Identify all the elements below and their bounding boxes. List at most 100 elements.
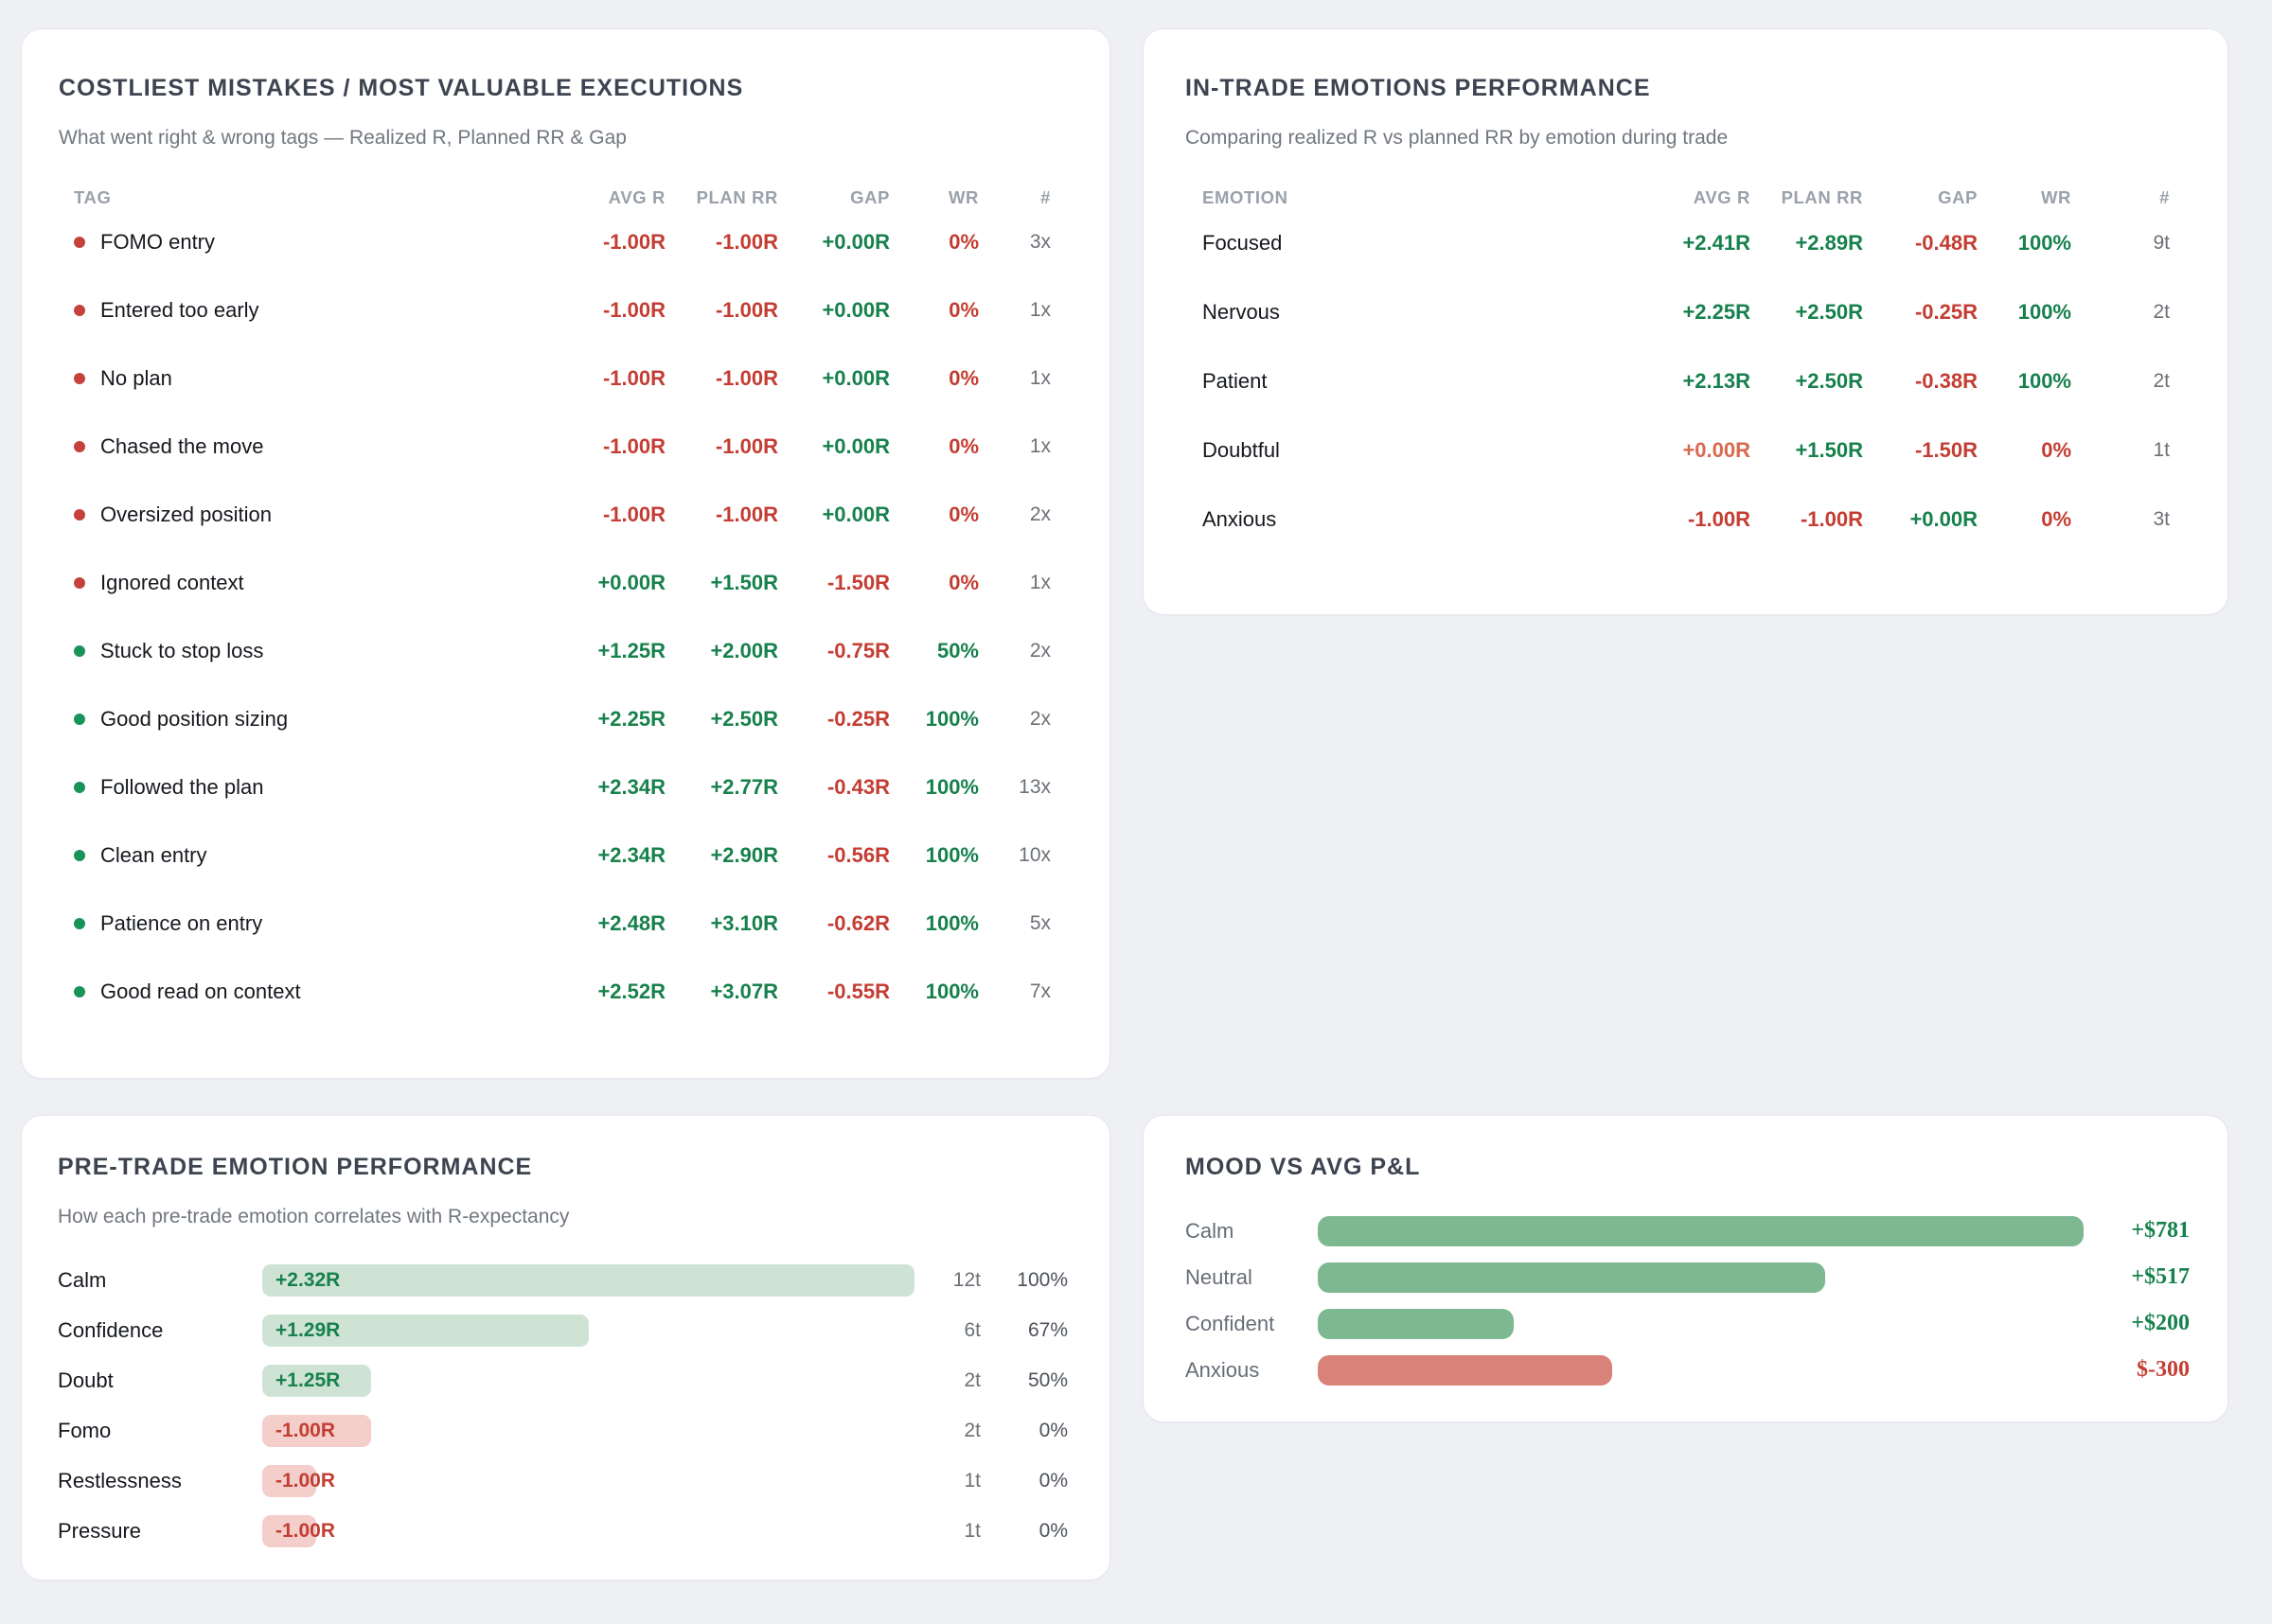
gap-cell: -1.50R xyxy=(1914,437,1978,462)
table-row: Doubtful +0.00R +1.50R -1.50R 0% 1t xyxy=(1185,415,2170,485)
count-cell: 2x xyxy=(1029,640,1051,662)
column-header: AVG R xyxy=(1693,187,1750,207)
tag-label: Stuck to stop loss xyxy=(100,639,264,662)
count-cell: 3x xyxy=(1029,231,1051,253)
gap-cell: +0.00R xyxy=(822,230,890,254)
avg-r-cell: +1.25R xyxy=(597,639,666,662)
tag-cell: No plan xyxy=(74,366,557,391)
panel-subtitle: Comparing realized R vs planned RR by em… xyxy=(1185,127,1729,149)
avg-r-cell: -1.00R xyxy=(602,503,666,526)
win-rate: 0% xyxy=(1038,1519,1068,1542)
emotion-label: Fomo xyxy=(58,1418,112,1442)
plan-rr-cell: +2.77R xyxy=(710,775,778,799)
count-cell: 2x xyxy=(1029,503,1051,525)
gap-cell: -0.25R xyxy=(826,707,890,731)
tag-label: Ignored context xyxy=(100,571,244,594)
table-row: Followed the plan +2.34R +2.77R -0.43R 100% 1… xyxy=(59,753,1051,821)
bar-track: -1.00R xyxy=(262,1464,914,1497)
count-cell: 1x xyxy=(1029,435,1051,457)
plan-rr-cell: -1.00R xyxy=(715,230,778,254)
avg-r-cell: +2.13R xyxy=(1682,368,1750,393)
tag-label: Oversized position xyxy=(100,503,272,526)
tag-cell: Patience on entry xyxy=(74,911,557,936)
wr-cell: 100% xyxy=(2017,368,2071,393)
count-cell: 7x xyxy=(1029,980,1051,1002)
emotion-label: Focused xyxy=(1202,230,1283,255)
table-row: Patience on entry +2.48R +3.10R -0.62R 100% 5… xyxy=(59,890,1051,958)
mood-row: Neutral +$517 xyxy=(1185,1254,2190,1300)
tag-cell: Entered too early xyxy=(74,298,557,323)
wr-cell: 0% xyxy=(949,230,979,254)
column-header: WR xyxy=(948,187,979,207)
bar-track: -1.00R xyxy=(262,1514,914,1547)
bar-track xyxy=(1318,1215,2084,1246)
gap-cell: -0.25R xyxy=(1914,299,1978,324)
avg-pnl-bar xyxy=(1318,1354,1612,1386)
avg-r-cell: +2.25R xyxy=(1682,299,1750,324)
wr-cell: 0% xyxy=(949,434,979,458)
table-row: Anxious -1.00R -1.00R +0.00R 0% 3t xyxy=(1185,485,2170,554)
wr-cell: 50% xyxy=(936,639,979,662)
tag-label: Good position sizing xyxy=(100,707,289,731)
green-dot-icon xyxy=(74,714,85,725)
table-row: No plan -1.00R -1.00R +0.00R 0% 1x xyxy=(59,344,1051,413)
avg-r-cell: -1.00R xyxy=(602,434,666,458)
red-dot-icon xyxy=(74,305,85,316)
avg-r-cell: +0.00R xyxy=(1682,437,1750,462)
bar-track xyxy=(1318,1354,2084,1386)
table-row: Focused +2.41R +2.89R -0.48R 100% 9t xyxy=(1185,208,2170,277)
table-row: Chased the move -1.00R -1.00R +0.00R 0% 1x xyxy=(59,413,1051,481)
bar-value-label: -1.00R xyxy=(275,1469,336,1492)
mood-label: Neutral xyxy=(1185,1264,1252,1289)
gap-cell: -0.48R xyxy=(1914,230,1978,255)
green-dot-icon xyxy=(74,918,85,929)
trade-count: 6t xyxy=(964,1318,981,1341)
red-dot-icon xyxy=(74,373,85,384)
avg-pnl-value: +$200 xyxy=(2131,1311,2190,1335)
mood-label: Confident xyxy=(1185,1311,1275,1335)
r-expectancy-bar: +2.32R xyxy=(262,1263,914,1297)
table-row: Good read on context +2.52R +3.07R -0.55R 10… xyxy=(59,958,1051,1026)
avg-r-cell: +0.00R xyxy=(597,571,666,594)
plan-rr-cell: +2.90R xyxy=(710,843,778,867)
tag-cell: FOMO entry xyxy=(74,230,557,255)
wr-cell: 0% xyxy=(949,571,979,594)
win-rate: 0% xyxy=(1038,1419,1068,1441)
avg-pnl-value: +$517 xyxy=(2131,1264,2190,1289)
pretrade-row: Confidence +1.29R 6t 67% xyxy=(58,1305,1068,1355)
green-dot-icon xyxy=(74,850,85,861)
tag-label: Followed the plan xyxy=(100,775,264,799)
emotion-label: Confidence xyxy=(58,1317,164,1342)
tag-label: Good read on context xyxy=(100,980,301,1003)
bar-value-label: +1.25R xyxy=(275,1368,341,1391)
count-cell: 1x xyxy=(1029,367,1051,389)
mistakes-table-body: FOMO entry -1.00R -1.00R +0.00R 0% 3x Entered … xyxy=(59,208,1051,1026)
column-header: AVG R xyxy=(608,187,666,207)
count-cell: 2t xyxy=(2153,369,2170,392)
table-row: Patient +2.13R +2.50R -0.38R 100% 2t xyxy=(1185,346,2170,415)
column-header: GAP xyxy=(1938,187,1978,207)
tag-cell: Good position sizing xyxy=(74,707,557,732)
bar-value-label: -1.00R xyxy=(275,1519,336,1542)
avg-r-cell: -1.00R xyxy=(1687,506,1750,531)
win-rate: 0% xyxy=(1038,1469,1068,1492)
column-header: EMOTION xyxy=(1202,187,1288,207)
gap-cell: -1.50R xyxy=(826,571,890,594)
wr-cell: 100% xyxy=(925,775,979,799)
green-dot-icon xyxy=(74,645,85,657)
plan-rr-cell: -1.00R xyxy=(715,434,778,458)
red-dot-icon xyxy=(74,509,85,521)
gap-cell: +0.00R xyxy=(822,298,890,322)
gap-cell: +0.00R xyxy=(822,503,890,526)
gap-cell: -0.55R xyxy=(826,980,890,1003)
trade-count: 12t xyxy=(952,1268,981,1291)
table-row: Oversized position -1.00R -1.00R +0.00R 0% 2x xyxy=(59,481,1051,549)
avg-r-cell: +2.34R xyxy=(597,775,666,799)
avg-pnl-value: +$781 xyxy=(2131,1218,2190,1243)
trade-count: 1t xyxy=(964,1519,981,1542)
emotion-label: Nervous xyxy=(1202,299,1280,324)
gap-cell: +0.00R xyxy=(822,434,890,458)
bar-track: +2.32R xyxy=(262,1263,914,1297)
mood-row: Confident +$200 xyxy=(1185,1300,2190,1347)
wr-cell: 0% xyxy=(949,298,979,322)
